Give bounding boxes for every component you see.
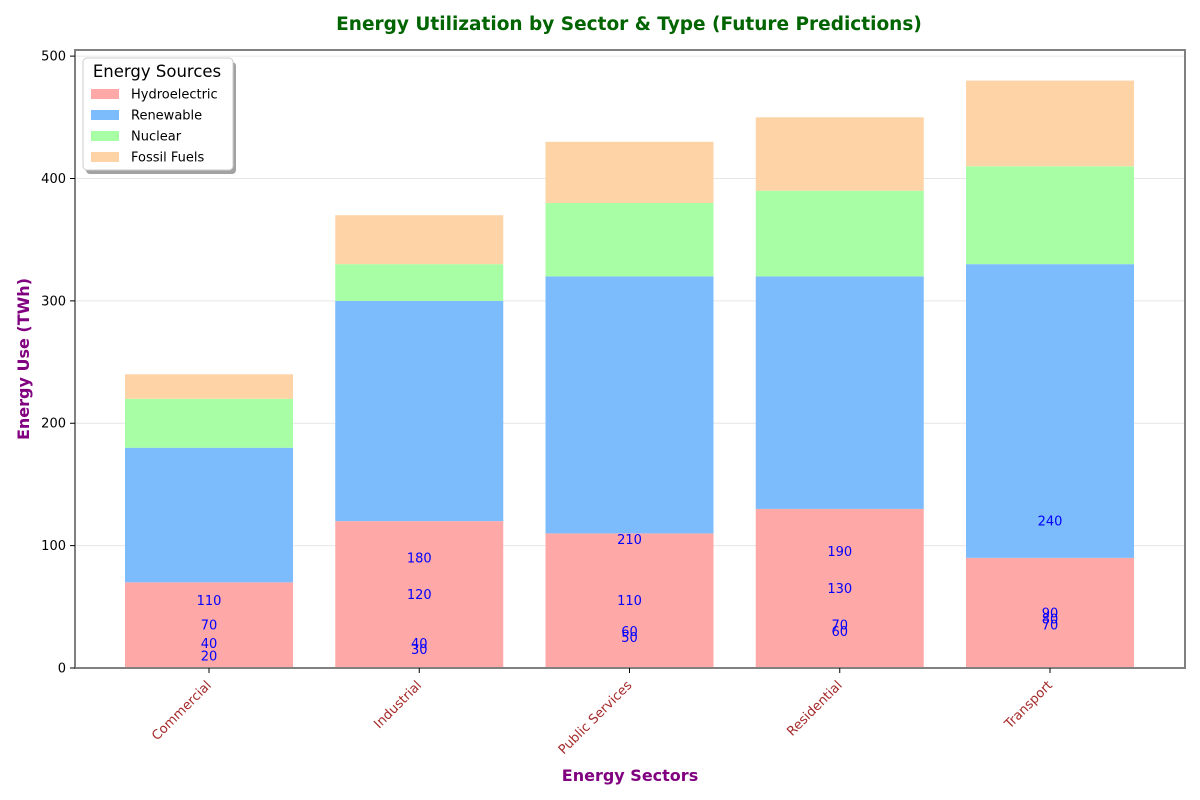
legend-swatch — [91, 152, 119, 162]
y-tick-label: 500 — [41, 50, 66, 65]
bar-value-label: 180 — [407, 551, 432, 566]
y-tick-label: 200 — [41, 417, 66, 432]
bar-fossil-fuels — [545, 141, 714, 203]
bar-value-label: 60 — [621, 625, 638, 640]
x-axis-title: Energy Sectors — [562, 766, 698, 785]
bar-value-label: 130 — [827, 582, 852, 597]
legend-swatch — [91, 89, 119, 99]
legend-label: Fossil Fuels — [131, 151, 204, 166]
bar-fossil-fuels — [335, 215, 504, 265]
x-tick-label: Industrial — [371, 678, 425, 732]
y-tick-label: 0 — [58, 662, 66, 677]
legend-swatch — [91, 131, 119, 141]
chart-title: Energy Utilization by Sector & Type (Fut… — [336, 14, 922, 35]
x-tick-label: Residential — [784, 678, 845, 739]
bar-value-label: 120 — [407, 588, 432, 603]
bar-value-label: 70 — [831, 619, 848, 634]
bar-renewable — [966, 264, 1134, 558]
y-axis: 0 100 200 300 400 500 — [41, 50, 75, 677]
bar-value-label: 80 — [1042, 613, 1059, 628]
bar-renewable — [545, 276, 714, 534]
bar-nuclear — [545, 202, 714, 277]
bar-nuclear — [966, 166, 1134, 265]
bar-nuclear — [755, 190, 924, 277]
x-axis: Commercial Industrial Public Services Resid… — [149, 668, 1056, 758]
x-tick-label: Commercial — [149, 678, 215, 744]
bar-fossil-fuels — [755, 117, 924, 191]
bar-renewable — [755, 276, 924, 509]
bar-value-label: 40 — [411, 637, 428, 652]
bar-value-label: 20 — [201, 649, 218, 664]
y-tick-label: 400 — [41, 172, 66, 187]
legend-label: Hydroelectric — [131, 88, 218, 103]
legend-label: Renewable — [131, 109, 202, 124]
bar-hydroelectric — [755, 508, 924, 668]
bar-value-label: 30 — [411, 643, 428, 658]
bar-renewable — [335, 300, 504, 522]
bar-fossil-fuels — [125, 374, 293, 399]
bar-value-label: 110 — [197, 594, 222, 609]
bar-value-label: 210 — [617, 533, 642, 548]
bar-hydroelectric — [966, 557, 1134, 668]
x-tick-label: Public Services — [556, 678, 636, 758]
bar-value-label: 240 — [1038, 515, 1063, 530]
bar-value-label: 40 — [201, 637, 218, 652]
bar-value-label: 60 — [831, 625, 848, 640]
bar-hydroelectric — [335, 521, 504, 668]
legend: Energy Sources Hydroelectric Renewable Nuc… — [82, 57, 236, 174]
bar-renewable — [125, 447, 293, 583]
bar-value-label: 190 — [827, 545, 852, 560]
bars — [125, 80, 1134, 668]
x-tick-label: Transport — [1001, 678, 1055, 732]
legend-label: Nuclear — [131, 130, 182, 145]
bar-value-label: 50 — [621, 631, 638, 646]
legend-swatch — [91, 110, 119, 120]
legend-box — [82, 57, 234, 171]
bar-value-label: 70 — [201, 619, 218, 634]
bar-hydroelectric — [125, 582, 293, 668]
bar-value-label: 70 — [1042, 619, 1059, 634]
bar-hydroelectric — [545, 533, 714, 668]
bar-nuclear — [335, 264, 504, 301]
legend-title: Energy Sources — [93, 62, 221, 81]
y-tick-label: 100 — [41, 539, 66, 554]
legend-items: Hydroelectric Renewable Nuclear Fossil Fuel… — [91, 88, 218, 166]
y-axis-title: Energy Use (TWh) — [14, 278, 33, 440]
bar-value-label: 90 — [1042, 606, 1059, 621]
bar-nuclear — [125, 398, 293, 448]
bar-labels: 7011040201201803040110210605013019070609… — [197, 515, 1063, 665]
bar-fossil-fuels — [966, 80, 1134, 167]
bar-value-label: 110 — [617, 594, 642, 609]
y-tick-label: 300 — [41, 294, 66, 309]
